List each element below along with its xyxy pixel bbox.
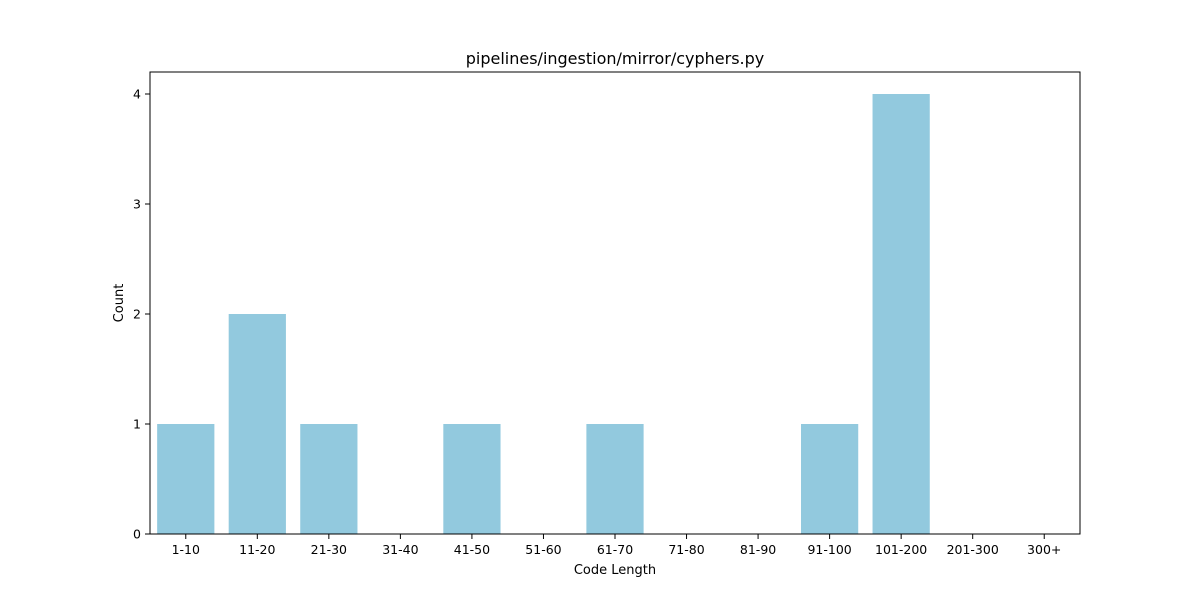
x-tick-label: 71-80 bbox=[668, 542, 704, 557]
x-tick-label: 31-40 bbox=[382, 542, 418, 557]
bar-91-100 bbox=[801, 424, 859, 534]
y-tick-label: 2 bbox=[133, 307, 141, 322]
x-tick-label: 101-200 bbox=[875, 542, 927, 557]
bars-group bbox=[157, 94, 930, 534]
plot-frame bbox=[149, 71, 1081, 535]
x-tick-label: 201-300 bbox=[947, 542, 999, 557]
x-axis-ticks: 1-10 11-20 21-30 31-40 41-50 51-60 61-70 71-80 8… bbox=[172, 534, 1061, 557]
x-tick-label: 21-30 bbox=[311, 542, 347, 557]
y-axis-label: Count bbox=[112, 284, 127, 323]
x-tick-label: 61-70 bbox=[597, 542, 633, 557]
bar-61-70 bbox=[586, 424, 644, 534]
chart-title: pipelines/ingestion/mirror/cyphers.py bbox=[466, 49, 765, 68]
y-tick-label: 0 bbox=[133, 527, 141, 542]
y-axis-ticks: 0 1 2 3 4 bbox=[133, 87, 150, 542]
x-tick-label: 300+ bbox=[1027, 542, 1061, 557]
x-tick-label: 11-20 bbox=[239, 542, 275, 557]
x-tick-label: 51-60 bbox=[525, 542, 561, 557]
y-tick-label: 3 bbox=[133, 197, 141, 212]
bar-1-10 bbox=[157, 424, 215, 534]
y-tick-label: 1 bbox=[133, 417, 141, 432]
bar-21-30 bbox=[300, 424, 358, 534]
bar-41-50 bbox=[443, 424, 501, 534]
bar-11-20 bbox=[228, 314, 286, 534]
x-tick-label: 41-50 bbox=[454, 542, 490, 557]
x-tick-label: 1-10 bbox=[172, 542, 200, 557]
x-tick-label: 81-90 bbox=[740, 542, 776, 557]
y-tick-label: 4 bbox=[133, 87, 141, 102]
x-axis-label: Code Length bbox=[574, 563, 656, 578]
bar-101-200 bbox=[872, 94, 930, 534]
x-tick-label: 91-100 bbox=[807, 542, 851, 557]
